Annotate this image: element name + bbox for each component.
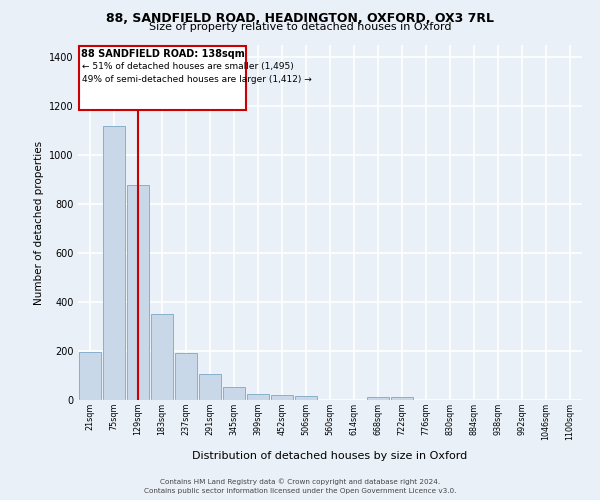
Bar: [391, 397, 413, 400]
Text: ← 51% of detached houses are smaller (1,495): ← 51% of detached houses are smaller (1,…: [82, 62, 293, 71]
X-axis label: Distribution of detached houses by size in Oxford: Distribution of detached houses by size …: [193, 451, 467, 461]
Text: 88, SANDFIELD ROAD, HEADINGTON, OXFORD, OX3 7RL: 88, SANDFIELD ROAD, HEADINGTON, OXFORD, …: [106, 12, 494, 26]
Text: 88 SANDFIELD ROAD: 138sqm: 88 SANDFIELD ROAD: 138sqm: [81, 48, 244, 58]
Text: Size of property relative to detached houses in Oxford: Size of property relative to detached ho…: [149, 22, 451, 32]
Bar: [151, 314, 173, 400]
Bar: [295, 396, 317, 400]
Bar: [103, 126, 125, 400]
Bar: [199, 374, 221, 400]
Text: Contains public sector information licensed under the Open Government Licence v3: Contains public sector information licen…: [144, 488, 456, 494]
Bar: [79, 352, 101, 400]
Bar: [127, 184, 149, 400]
Bar: [79, 46, 246, 110]
Bar: [175, 354, 197, 400]
Text: 49% of semi-detached houses are larger (1,412) →: 49% of semi-detached houses are larger (…: [82, 75, 311, 84]
Bar: [367, 397, 389, 400]
Bar: [271, 395, 293, 400]
Y-axis label: Number of detached properties: Number of detached properties: [34, 140, 44, 304]
Text: Contains HM Land Registry data © Crown copyright and database right 2024.: Contains HM Land Registry data © Crown c…: [160, 478, 440, 485]
Bar: [223, 386, 245, 400]
Bar: [247, 394, 269, 400]
